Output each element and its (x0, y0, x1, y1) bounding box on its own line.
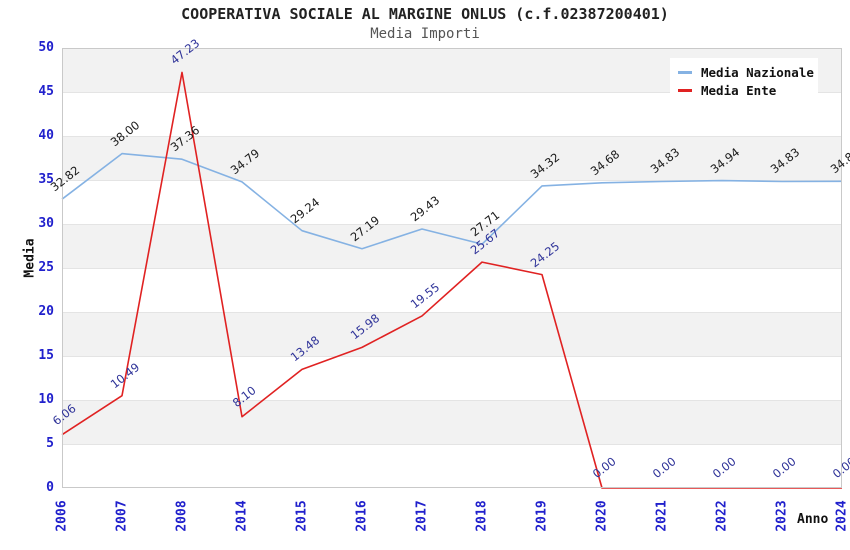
chart-title: COOPERATIVA SOCIALE AL MARGINE ONLUS (c.… (181, 5, 669, 23)
series-lines (61, 71, 843, 489)
plot-band (62, 268, 842, 313)
series-line-media-ente (61, 71, 842, 489)
legend-label-media-ente: Media Ente (701, 83, 777, 98)
x-tick-label: 2021 (654, 500, 670, 532)
plot-band (62, 312, 842, 357)
plot-band (62, 224, 842, 269)
x-tick-label: 2018 (474, 500, 490, 532)
y-tick-label: 15 (38, 348, 54, 363)
media-nazionale-line-swatch (678, 71, 692, 74)
y-tick-label: 0 (46, 480, 54, 495)
plot-band (62, 444, 842, 489)
legend-item-media-nazionale: Media Nazionale (678, 64, 814, 81)
y-tick-label: 40 (38, 128, 54, 143)
plot-band (62, 400, 842, 445)
chart-subtitle: Media Importi (370, 26, 480, 42)
legend-label-media-nazionale: Media Nazionale (701, 65, 814, 80)
x-tick-label: 2016 (354, 500, 370, 532)
legend-item-media-ente: Media Ente (678, 82, 810, 99)
y-tick-label: 50 (38, 40, 54, 55)
media-ente-line-swatch (678, 89, 692, 92)
x-tick-label: 2024 (834, 500, 850, 532)
y-tick-label: 25 (38, 260, 54, 275)
x-tick-label: 2022 (714, 500, 730, 532)
y-tick-label: 35 (38, 172, 54, 187)
y-tick-label: 45 (38, 84, 54, 99)
x-tick-label: 2015 (294, 500, 310, 532)
x-tick-label: 2017 (414, 500, 430, 532)
x-axis-title: Anno (797, 512, 829, 527)
y-tick-label: 20 (38, 304, 54, 319)
legend: Media Nazionale Media Ente (670, 58, 818, 105)
series-line-media-nazionale (61, 152, 843, 250)
y-tick-label: 30 (38, 216, 54, 231)
x-tick-label: 2006 (54, 500, 70, 532)
y-tick-label: 10 (38, 392, 54, 407)
x-tick-label: 2008 (174, 500, 190, 532)
plot-area (61, 48, 843, 489)
plot-band (62, 180, 842, 225)
x-tick-label: 2020 (594, 500, 610, 532)
plot-band (62, 356, 842, 401)
plot-band (62, 136, 842, 181)
y-tick-label: 5 (46, 436, 54, 451)
x-tick-label: 2007 (114, 500, 130, 532)
x-tick-label: 2014 (234, 500, 250, 532)
x-tick-label: 2023 (774, 500, 790, 532)
x-tick-label: 2019 (534, 500, 550, 532)
